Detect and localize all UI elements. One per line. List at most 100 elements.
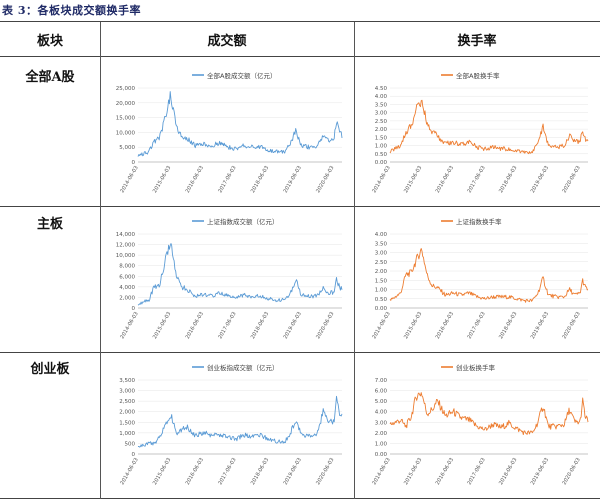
y-tick-label: 12,000 — [116, 243, 136, 249]
y-tick-label: 1.00 — [375, 288, 388, 294]
y-tick-label: 0.00 — [375, 452, 388, 458]
y-tick-label: 0.50 — [375, 152, 388, 158]
chart-main-rate: 上证指数换手率 4.00 3.50 3.00 2.50 2.00 1.50 1.00 0.50 0… — [371, 217, 589, 340]
row-label-all-a: 全部A股 — [25, 70, 75, 85]
series-line — [389, 248, 589, 303]
y-tick-label: 7.00 — [375, 378, 388, 384]
x-tick-label: 2017-06-03 — [217, 165, 237, 194]
y-tick-label: 0 — [132, 160, 136, 166]
y-tick-label: 1.00 — [375, 144, 388, 150]
x-tick-label: 2018-06-03 — [250, 165, 270, 194]
y-tick-label: 6,000 — [119, 274, 135, 280]
y-tick-label: 3.00 — [375, 111, 388, 117]
x-tick-label: 2020-06-03 — [315, 311, 335, 340]
y-tick-label: 0 — [132, 452, 136, 458]
y-tick-label: 500 — [125, 441, 136, 447]
y-tick-label: 2.50 — [375, 119, 388, 125]
x-tick-label: 2014-06-03 — [371, 311, 391, 340]
x-tick-label: 2020-06-03 — [562, 311, 582, 340]
x-tick-label: 2020-06-03 — [315, 165, 335, 194]
x-tick-label: 2020-06-03 — [562, 165, 582, 194]
x-tick-label: 2019-06-03 — [283, 311, 303, 340]
y-tick-label: 10,000 — [116, 130, 136, 136]
y-tick-label: 5.00 — [375, 399, 388, 405]
y-tick-label: 1,000 — [119, 431, 135, 437]
y-tick-label: 3.50 — [375, 241, 388, 247]
series-line — [137, 91, 343, 157]
x-tick-label: 2019-06-03 — [530, 165, 550, 194]
y-tick-label: 2,500 — [119, 399, 135, 405]
x-tick-label: 2016-06-03 — [185, 457, 205, 486]
legend-label: 上证指数换手率 — [456, 217, 502, 226]
legend: 全部A股成交额（亿元） — [192, 71, 276, 80]
x-tick-label: 2018-06-03 — [250, 457, 270, 486]
y-tick-label: 14,000 — [116, 232, 136, 238]
x-tick-label: 2019-06-03 — [283, 457, 303, 486]
y-tick-label: 0.00 — [375, 160, 388, 166]
series-line — [137, 243, 343, 306]
legend-label: 全部A股成交额（亿元） — [207, 71, 276, 80]
x-tick-label: 2015-06-03 — [403, 311, 423, 340]
y-tick-label: 0.00 — [375, 306, 388, 312]
row-divider — [0, 352, 600, 353]
row-label-main-board: 主板 — [36, 217, 63, 232]
x-tick-label: 2019-06-03 — [530, 457, 550, 486]
x-tick-label: 2018-06-03 — [498, 311, 518, 340]
x-tick-label: 2017-06-03 — [466, 457, 486, 486]
y-tick-label: 25,000 — [116, 86, 136, 92]
y-tick-label: 6.00 — [375, 389, 388, 395]
header-turnover-amount: 成交额 — [207, 34, 247, 49]
x-tick-label: 2015-06-03 — [403, 457, 423, 486]
y-tick-label: 2.00 — [375, 127, 388, 133]
column-divider — [354, 22, 355, 499]
y-tick-label: 4.00 — [375, 94, 388, 100]
x-tick-label: 2016-06-03 — [435, 311, 455, 340]
x-tick-label: 2017-06-03 — [217, 311, 237, 340]
y-tick-label: 3.50 — [375, 102, 388, 108]
y-tick-label: 0.50 — [375, 297, 388, 303]
y-tick-label: 2.00 — [375, 431, 388, 437]
y-tick-label: 3.00 — [375, 420, 388, 426]
x-tick-label: 2020-06-03 — [562, 457, 582, 486]
x-tick-label: 2015-06-03 — [403, 165, 423, 194]
x-tick-label: 2019-06-03 — [530, 311, 550, 340]
y-tick-label: 20,000 — [116, 101, 136, 107]
legend: 创业板换手率 — [441, 363, 496, 372]
chart-chinext-amount: 创业板指成交额（亿元） 3,500 3,000 2,500 2,000 1,500 1,00… — [119, 363, 343, 486]
header-turnover-rate: 换手率 — [457, 34, 497, 49]
y-tick-label: 4.00 — [375, 410, 388, 416]
x-tick-label: 2016-06-03 — [435, 457, 455, 486]
x-tick-label: 2014-06-03 — [119, 457, 139, 486]
y-tick-label: 2,000 — [119, 410, 135, 416]
legend: 上证指数换手率 — [441, 217, 502, 226]
x-tick-label: 2015-06-03 — [152, 165, 172, 194]
y-tick-label: 5,000 — [119, 145, 135, 151]
y-tick-label: 1.50 — [375, 135, 388, 141]
series-line — [137, 395, 343, 448]
y-tick-label: 4.50 — [375, 86, 388, 92]
x-tick-label: 2014-06-03 — [119, 165, 139, 194]
table-bottom-border — [0, 498, 600, 499]
table-top-border — [0, 21, 600, 22]
y-tick-label: 4.00 — [375, 232, 388, 238]
x-tick-label: 2014-06-03 — [119, 311, 139, 340]
chart-all-a-rate: 全部A股换手率 4.50 4.00 3.50 3.00 2.50 2.00 1.50 1.00 0… — [371, 71, 589, 194]
x-tick-label: 2018-06-03 — [498, 457, 518, 486]
legend-label: 创业板换手率 — [456, 363, 496, 372]
chart-main-amount: 上证指数成交额（亿元） 14,000 12,000 10,000 8,000 6,000 4… — [116, 217, 343, 340]
x-tick-label: 2018-06-03 — [250, 311, 270, 340]
x-tick-label: 2019-06-03 — [283, 165, 303, 194]
y-tick-label: 2.50 — [375, 260, 388, 266]
x-tick-label: 2015-06-03 — [152, 311, 172, 340]
row-label-chinext: 创业板 — [30, 362, 70, 377]
row-divider — [0, 206, 600, 207]
y-tick-label: 1.50 — [375, 278, 388, 284]
table-caption: 表 3：各板块成交额换手率 — [2, 4, 141, 17]
column-divider — [100, 22, 101, 499]
legend-label: 上证指数成交额（亿元） — [207, 217, 279, 226]
legend: 创业板指成交额（亿元） — [192, 363, 279, 372]
series-line — [389, 99, 589, 155]
y-tick-label: 2,000 — [119, 295, 135, 301]
legend: 全部A股换手率 — [441, 71, 500, 80]
